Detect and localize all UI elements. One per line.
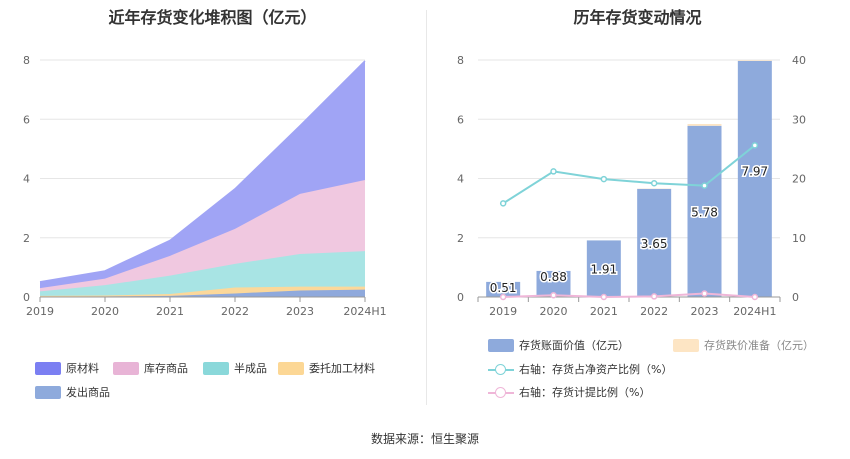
right-y-right-tick-label: 40 (792, 54, 806, 67)
area-edge-4 (39, 60, 366, 283)
bar-book-value[interactable] (486, 281, 521, 297)
left-x-tick-label: 2023 (286, 305, 314, 318)
right-y-left-tick-label: 2 (457, 232, 464, 245)
legend-swatch (113, 361, 139, 375)
bar-book-value[interactable] (637, 188, 672, 297)
left-legend-item[interactable]: 原材料 (35, 360, 99, 376)
legend-label: 委托加工材料 (309, 362, 375, 375)
right-x-tick-label: 2020 (540, 305, 568, 318)
inventory-change-chart-panel: 历年存货变动情况 0 2 4 6 8 0 10 20 30 40 2019 2020 2021 2022 2… (425, 0, 850, 420)
right-y-left-tick-label: 6 (457, 113, 464, 126)
line-point[interactable] (499, 200, 507, 207)
legend-label: 原材料 (66, 362, 99, 375)
right-y-left-tick-label: 0 (457, 291, 464, 304)
legend-label: 右轴：存货占净资产比例（%） (519, 363, 673, 376)
panel-divider (426, 10, 427, 405)
legend-label: 右轴：存货计提比例（%） (519, 386, 651, 399)
right-x-tick-label: 2023 (691, 305, 719, 318)
bar-book-value[interactable] (737, 60, 772, 297)
line-series-1 (503, 292, 755, 299)
legend-swatch (488, 386, 514, 399)
line-series-0 (502, 144, 756, 205)
stacked-area-chart-panel: 近年存货变化堆积图（亿元） 0 2 4 6 8 2019 2020 2021 2022 2023 2… (0, 0, 425, 420)
legend-label: 发出商品 (66, 386, 110, 399)
left-y-tick-label: 6 (23, 113, 30, 126)
legend-swatch (35, 361, 61, 375)
left-legend-item[interactable]: 库存商品 (113, 360, 188, 376)
bar-book-value[interactable] (687, 125, 722, 297)
left-x-tick-label: 2020 (91, 305, 119, 318)
right-y-right-tick-label: 10 (792, 232, 806, 245)
area-4 (40, 60, 365, 289)
right-chart-title: 历年存货变动情况 (573, 8, 702, 27)
left-x-tick-label: 2019 (26, 305, 54, 318)
line-point[interactable] (600, 175, 608, 183)
right-x-tick-label: 2021 (590, 305, 618, 318)
left-x-tick-label: 2022 (221, 305, 249, 318)
legend-swatch (203, 361, 229, 375)
right-legend-item[interactable]: 存货账面价值（亿元） (488, 337, 629, 353)
right-y-right-tick-label: 20 (792, 173, 806, 186)
data-source: 数据来源：恒生聚源 (370, 432, 479, 446)
left-y-tick-label: 2 (23, 232, 30, 245)
legend-swatch (35, 385, 61, 399)
left-chart-title: 近年存货变化堆积图（亿元） (108, 8, 317, 27)
line-point[interactable] (751, 142, 759, 149)
line-point[interactable] (499, 293, 507, 301)
area-3 (40, 179, 365, 292)
right-legend-item[interactable]: 右轴：存货计提比例（%） (488, 384, 650, 400)
right-x-tick-label: 2022 (640, 305, 668, 318)
legend-label: 库存商品 (144, 362, 188, 375)
legend-label: 存货账面价值（亿元） (519, 339, 629, 352)
right-legend-item[interactable]: 右轴：存货占净资产比例（%） (488, 361, 672, 377)
left-legend-item[interactable]: 委托加工材料 (278, 360, 375, 376)
stacked-area-chart: 0 2 4 6 8 2019 2020 2021 2022 2023 2024H1 (23, 54, 387, 318)
right-y-right-tick-label: 30 (792, 113, 806, 126)
legend-swatch (278, 361, 304, 375)
right-y-left-tick-label: 4 (457, 173, 464, 186)
left-y-tick-label: 8 (23, 54, 30, 67)
bar-impairment[interactable] (737, 60, 772, 61)
legend-label: 存货跌价准备（亿元） (704, 339, 814, 352)
bar-data-label: 0.51 (490, 281, 517, 295)
legend-label: 半成品 (234, 362, 267, 375)
right-y-right-tick-label: 0 (792, 291, 799, 304)
right-legend-item[interactable]: 存货跌价准备（亿元） (673, 337, 814, 353)
left-legend-item[interactable]: 半成品 (203, 360, 267, 376)
left-y-tick-label: 0 (23, 291, 30, 304)
bar-data-label: 5.78 (691, 205, 718, 219)
bar-data-label: 3.65 (641, 237, 668, 251)
left-legend-item[interactable]: 发出商品 (35, 384, 110, 400)
line-point[interactable] (650, 293, 658, 300)
bar-data-label: 7.97 (741, 165, 768, 179)
bar-impairment[interactable] (687, 123, 722, 126)
bar-data-label: 1.91 (590, 263, 617, 277)
legend-swatch (488, 363, 514, 376)
area-2 (40, 251, 365, 296)
line-point[interactable] (701, 290, 708, 297)
legend-swatch (488, 338, 514, 352)
bar-data-label: 0.88 (540, 270, 567, 284)
line-point[interactable] (701, 182, 708, 189)
left-y-tick-label: 4 (23, 173, 30, 186)
right-x-tick-label: 2024H1 (733, 305, 776, 318)
left-x-tick-label: 2024H1 (343, 305, 386, 318)
right-x-tick-label: 2019 (489, 305, 517, 318)
right-y-left-tick-label: 8 (457, 54, 464, 67)
left-x-tick-label: 2021 (156, 305, 184, 318)
line-point[interactable] (550, 168, 557, 175)
bar-line-chart: 0 2 4 6 8 0 10 20 30 40 2019 2020 2021 2022 2023 2024H1… (457, 54, 806, 318)
line-point[interactable] (550, 291, 557, 299)
bar-book-value[interactable] (586, 240, 621, 297)
line-point[interactable] (600, 293, 608, 301)
line-point[interactable] (650, 179, 658, 187)
line-point[interactable] (751, 293, 759, 301)
legend-swatch (673, 338, 699, 352)
